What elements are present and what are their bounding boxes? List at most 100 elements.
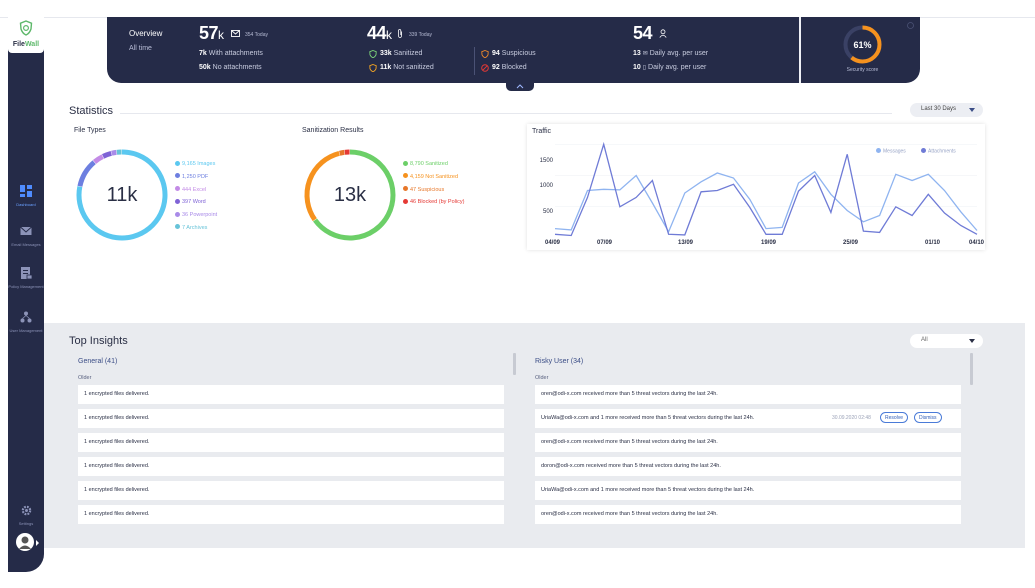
series-line-attachments[interactable] bbox=[554, 141, 978, 237]
date-range-select[interactable]: Last 30 Days bbox=[910, 103, 983, 117]
suspicious-icon bbox=[481, 50, 489, 58]
legend-dot bbox=[175, 160, 180, 166]
x-tick: 04/10 bbox=[969, 240, 985, 246]
user-icon bbox=[659, 29, 667, 38]
avatar[interactable] bbox=[16, 533, 34, 551]
donut-slice[interactable] bbox=[313, 149, 396, 241]
legend-text: 7 Archives bbox=[182, 224, 208, 231]
legend-dot bbox=[175, 173, 180, 179]
sidebar-item-label: Email Messages bbox=[11, 242, 41, 247]
list-item[interactable]: 1 encrypted files delivered. bbox=[78, 505, 504, 524]
legend-messages[interactable]: Messages bbox=[876, 148, 906, 155]
overview-banner: Overview All time 57k 354 Today 7k With … bbox=[107, 17, 920, 83]
sanitization-label: Sanitization Results bbox=[302, 127, 364, 134]
list-item[interactable]: 1 encrypted files delivered. bbox=[78, 409, 504, 428]
attachments-total: 44k bbox=[367, 23, 392, 43]
general-scrollbar[interactable] bbox=[513, 353, 516, 375]
list-item[interactable]: oren@odi-x.com received more than 5 thre… bbox=[535, 385, 961, 404]
legend-dot bbox=[175, 211, 180, 217]
list-item[interactable]: 1 encrypted files delivered. bbox=[78, 385, 504, 404]
list-item[interactable]: UriaWa@odi-x.com and 1 more received mor… bbox=[535, 481, 961, 500]
paperclip-icon bbox=[398, 29, 402, 38]
banner-collapse-toggle[interactable] bbox=[506, 83, 534, 91]
no-attachments-stat: 50k No attachments bbox=[199, 64, 262, 71]
list-item[interactable]: 1 encrypted files delivered. bbox=[78, 433, 504, 452]
shield-warning-icon bbox=[369, 64, 377, 72]
legend-dot bbox=[403, 173, 408, 179]
legend-dot bbox=[175, 224, 180, 230]
brand-name: FileWall bbox=[12, 41, 40, 48]
chevron-down-icon bbox=[969, 339, 975, 343]
insight-timestamp: 30.09.2020 02:48 bbox=[832, 415, 871, 421]
list-item[interactable]: 1 encrypted files delivered. bbox=[78, 457, 504, 476]
with-attachments-stat: 7k With attachments bbox=[199, 50, 263, 57]
sanitization-donut bbox=[304, 149, 396, 241]
legend-dot bbox=[175, 186, 180, 192]
list-item[interactable]: oren@odi-x.com received more than 5 thre… bbox=[535, 433, 961, 452]
legend-item: 1,250 PDF bbox=[175, 171, 217, 184]
donut-slice[interactable] bbox=[92, 154, 104, 164]
donut-slice[interactable] bbox=[111, 149, 117, 156]
messages-total: 57k bbox=[199, 23, 224, 43]
logo[interactable]: FileWall bbox=[8, 17, 44, 53]
list-item[interactable]: doron@odi-x.com received more than 5 thr… bbox=[535, 457, 961, 476]
legend-text: 397 Word bbox=[182, 199, 206, 206]
x-tick: 01/10 bbox=[925, 240, 941, 246]
banner-divider bbox=[799, 17, 801, 83]
legend-text: 4,159 Not Sanitized bbox=[410, 173, 459, 180]
donut-slice[interactable] bbox=[76, 149, 168, 241]
traffic-title: Traffic bbox=[532, 128, 552, 135]
list-item[interactable]: oren@odi-x.com received more than 5 thre… bbox=[535, 505, 961, 524]
risky-scrollbar[interactable] bbox=[970, 353, 973, 385]
legend-attachments[interactable]: Attachments bbox=[921, 148, 956, 155]
series-line-messages[interactable] bbox=[554, 170, 978, 234]
donut-slice[interactable] bbox=[77, 160, 96, 187]
legend-item: 444 Excel bbox=[175, 184, 217, 197]
risky-older-label: Older bbox=[535, 375, 549, 381]
x-tick: 25/09 bbox=[843, 240, 859, 246]
suspicious-stat: 94 Suspicious bbox=[492, 50, 536, 57]
sidebar-item-user-management[interactable]: User Management bbox=[8, 310, 44, 333]
list-item[interactable]: 1 encrypted files delivered. bbox=[78, 481, 504, 500]
overview-title: Overview bbox=[129, 29, 163, 38]
policy-icon bbox=[21, 267, 33, 280]
sidebar-item-label: Dashboard bbox=[16, 202, 36, 207]
sidebar-item-email-messages[interactable]: Email Messages bbox=[8, 224, 44, 247]
file-types-label: File Types bbox=[74, 127, 106, 134]
sidebar-item-settings[interactable]: Settings bbox=[8, 503, 44, 526]
sidebar-item-label: Policy Management bbox=[8, 284, 44, 289]
legend-item: 36 Powerpoint bbox=[175, 209, 217, 222]
donut-slice[interactable] bbox=[304, 150, 340, 222]
y-tick: 1500 bbox=[539, 158, 553, 164]
sidebar-item-dashboard[interactable]: Dashboard bbox=[8, 184, 44, 207]
legend-item: 46 Blocked (by Policy) bbox=[403, 196, 464, 209]
sidebar-item-policy-management[interactable]: Policy Management bbox=[8, 266, 44, 289]
chevron-right-icon[interactable] bbox=[36, 540, 39, 546]
user-avatar-icon bbox=[19, 536, 31, 549]
donut-slice[interactable] bbox=[101, 150, 112, 159]
list-item-hovered[interactable]: UriaWa@odi-x.com and 1 more received mor… bbox=[535, 409, 961, 428]
file-types-donut bbox=[76, 149, 168, 241]
info-icon[interactable] bbox=[907, 22, 914, 29]
x-tick: 19/09 bbox=[761, 240, 777, 246]
legend-text: 46 Blocked (by Policy) bbox=[410, 199, 465, 206]
legend-item: 8,790 Sanitized bbox=[403, 158, 464, 171]
sanitization-legend: 8,790 Sanitized 4,159 Not Sanitized 47 Sus… bbox=[403, 158, 464, 209]
overview-period: All time bbox=[129, 45, 152, 52]
blocked-stat: 92 Blocked bbox=[492, 64, 527, 71]
legend-text: 444 Excel bbox=[182, 186, 207, 193]
legend-text: 9,165 Images bbox=[182, 161, 216, 167]
insights-title: Top Insights bbox=[69, 335, 128, 347]
users-total: 54 bbox=[633, 23, 653, 43]
donut-slice[interactable] bbox=[339, 149, 345, 156]
dismiss-button[interactable]: Dismiss bbox=[914, 412, 942, 423]
legend-item: 47 Suspicious bbox=[403, 184, 464, 197]
security-score-label: Security score bbox=[846, 67, 879, 73]
insights-filter-select[interactable]: All bbox=[910, 334, 983, 348]
resolve-button[interactable]: Resolve bbox=[880, 412, 909, 423]
general-older-label: Older bbox=[78, 375, 92, 381]
top-insights-panel: Top Insights All General (41) Older 1 en… bbox=[44, 323, 1025, 548]
risky-user-header: Risky User (34) bbox=[535, 358, 584, 365]
users-icon bbox=[20, 311, 32, 323]
